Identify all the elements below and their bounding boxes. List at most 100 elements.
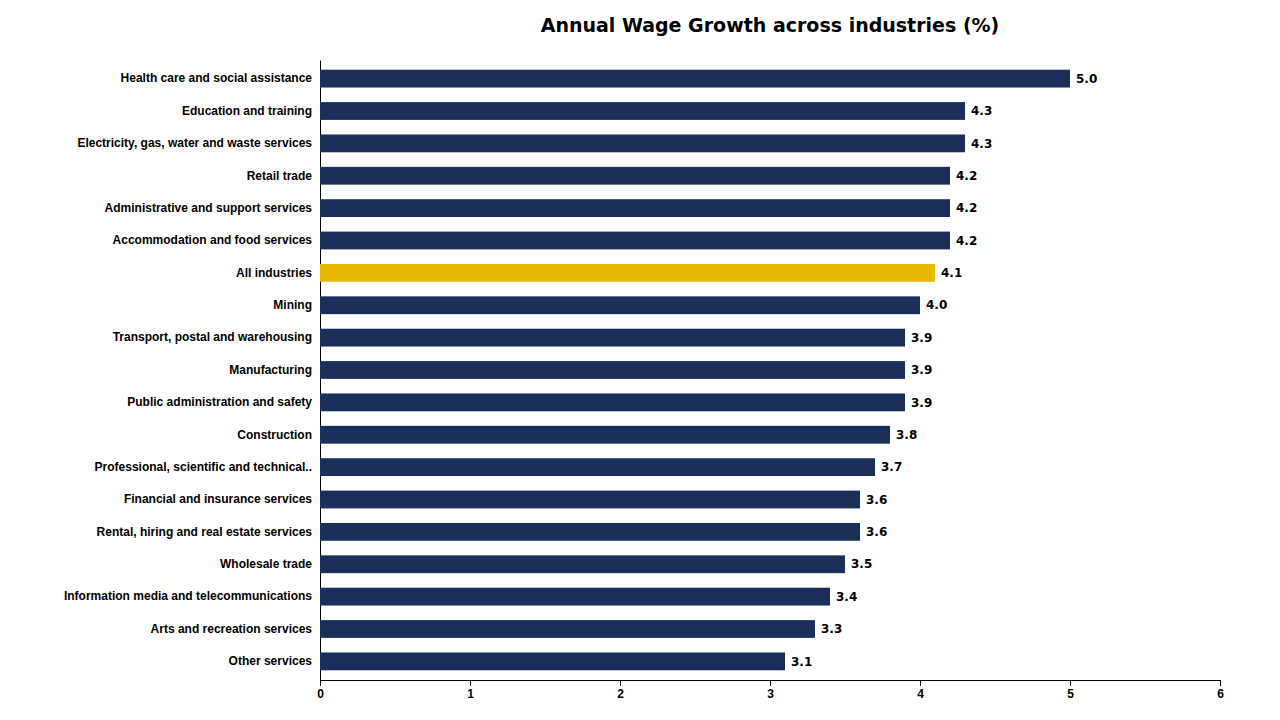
y-tick: Education and training [182, 104, 312, 118]
x-tick-label: 2 [617, 687, 624, 701]
data-label: 3.3 [821, 622, 842, 636]
data-label: 3.9 [911, 331, 932, 345]
x-tick: 0 [317, 680, 324, 701]
x-tick: 4 [917, 680, 924, 701]
data-label: 4.2 [956, 201, 977, 215]
data-labels: 5.0 4.3 4.3 4.2 4.2 4.2 4.1 4.0 3.9 3.9 3.9 3.8 3.7 3… [791, 72, 1097, 669]
bar [320, 296, 920, 314]
y-tick: Financial and insurance services [124, 492, 312, 506]
y-tick-label: Wholesale trade [220, 557, 312, 571]
x-tick-label: 0 [317, 687, 324, 701]
x-tick-mark [320, 680, 321, 686]
data-label: 3.5 [851, 557, 872, 571]
bar [320, 102, 965, 120]
x-tick-mark [470, 680, 471, 686]
y-axis: Health care and social assistance Educati… [64, 61, 321, 681]
data-label: 4.0 [926, 298, 947, 312]
y-tick-label: Administrative and support services [105, 201, 313, 215]
x-tick-mark [620, 680, 621, 686]
y-tick-label: Rental, hiring and real estate services [97, 525, 313, 539]
data-label: 3.6 [866, 525, 887, 539]
data-label: 3.7 [881, 460, 902, 474]
y-tick: Arts and recreation services [151, 622, 313, 636]
y-tick: Manufacturing [229, 363, 312, 377]
y-tick: Information media and telecommunications [64, 589, 312, 603]
y-tick-label: Accommodation and food services [113, 233, 313, 247]
bar [320, 199, 950, 217]
bar [320, 523, 860, 541]
y-tick: Public administration and safety [127, 395, 312, 409]
data-label: 3.1 [791, 655, 812, 669]
y-tick: All industries [236, 266, 312, 280]
bar [320, 393, 905, 411]
y-tick-label: Financial and insurance services [124, 492, 312, 506]
data-label: 3.9 [911, 363, 932, 377]
data-label: 3.8 [896, 428, 917, 442]
bar [320, 652, 785, 670]
x-tick: 3 [767, 680, 774, 701]
bars [320, 70, 1070, 671]
y-tick: Administrative and support services [105, 201, 313, 215]
bar [320, 555, 845, 573]
data-label: 3.6 [866, 493, 887, 507]
title: Annual Wage Growth across industries (%) [541, 14, 1000, 36]
x-tick-label: 6 [1217, 687, 1224, 701]
bar [320, 491, 860, 509]
data-label: 4.1 [941, 266, 962, 280]
y-tick: Professional, scientific and technical.. [95, 460, 312, 474]
data-label: 4.3 [971, 137, 992, 151]
y-tick: Accommodation and food services [113, 233, 313, 247]
x-tick-label: 1 [467, 687, 474, 701]
x-tick-mark [770, 680, 771, 686]
bar [320, 167, 950, 185]
data-label: 4.2 [956, 169, 977, 183]
bar [320, 264, 935, 282]
y-tick: Wholesale trade [220, 557, 312, 571]
bar [320, 232, 950, 250]
y-tick-label: Arts and recreation services [151, 622, 313, 636]
bar [320, 588, 830, 606]
y-tick-label: Information media and telecommunications [64, 589, 312, 603]
data-label: 5.0 [1076, 72, 1097, 86]
y-tick-label: Retail trade [247, 169, 313, 183]
y-tick: Transport, postal and warehousing [113, 330, 312, 344]
bar [320, 620, 815, 638]
data-label: 4.3 [971, 104, 992, 118]
x-tick-mark [920, 680, 921, 686]
bar [320, 426, 890, 444]
x-tick: 2 [617, 680, 624, 701]
chart: 0 1 2 3 4 5 6 Health care and social assistance… [0, 0, 1280, 720]
x-tick: 1 [467, 680, 474, 701]
plot-area: 0 1 2 3 4 5 6 Health care and social assistance… [64, 61, 1224, 701]
bar [320, 134, 965, 152]
x-axis: 0 1 2 3 4 5 6 [317, 680, 1224, 701]
y-tick-label: Other services [229, 654, 313, 668]
x-tick: 5 [1067, 680, 1074, 701]
data-label: 3.9 [911, 396, 932, 410]
y-tick: Health care and social assistance [121, 71, 313, 85]
y-tick-label: Professional, scientific and technical.. [95, 460, 312, 474]
x-tick-label: 4 [917, 687, 924, 701]
y-tick: Mining [273, 298, 312, 312]
bar [320, 70, 1070, 88]
y-tick-label: Education and training [182, 104, 312, 118]
y-tick: Electricity, gas, water and waste servic… [77, 136, 312, 150]
data-label: 4.2 [956, 234, 977, 248]
y-tick-label: Public administration and safety [127, 395, 312, 409]
bar [320, 361, 905, 379]
y-tick: Rental, hiring and real estate services [97, 525, 313, 539]
y-tick-label: Mining [273, 298, 312, 312]
bar [320, 329, 905, 347]
bar [320, 458, 875, 476]
data-label: 3.4 [836, 590, 857, 604]
y-tick-label: Health care and social assistance [121, 71, 313, 85]
y-tick-label: Electricity, gas, water and waste servic… [77, 136, 312, 150]
y-tick: Construction [237, 428, 312, 442]
x-axis-line [321, 681, 1221, 687]
y-tick-label: Construction [237, 428, 312, 442]
x-tick: 6 [1217, 680, 1224, 701]
y-tick-label: All industries [236, 266, 312, 280]
y-tick: Retail trade [247, 169, 313, 183]
x-tick-label: 5 [1067, 687, 1074, 701]
y-tick: Other services [229, 654, 313, 668]
